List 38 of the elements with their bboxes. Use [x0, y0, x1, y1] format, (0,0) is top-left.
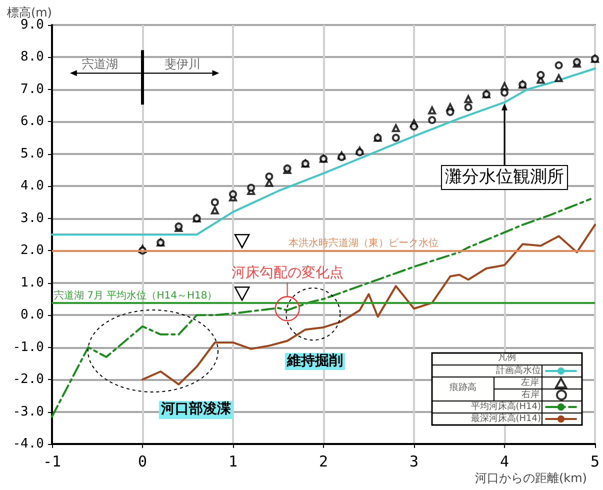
- y-tick-label: 3.0: [20, 210, 44, 226]
- x-tick-label: 4: [500, 452, 510, 470]
- y-tick-label: 8.0: [20, 50, 44, 65]
- x-tick-label: 2: [318, 452, 328, 470]
- annotation: 痕跡高: [450, 383, 476, 394]
- annotation: 維持掘削: [285, 352, 346, 370]
- y-tick-label: 5.0: [20, 146, 44, 162]
- y-tick-label: -3.0: [12, 404, 44, 420]
- y-tick-label: -4.0: [12, 436, 44, 452]
- y-tick-label: 6.0: [20, 114, 44, 130]
- x-tick-label: 0: [138, 452, 148, 470]
- legend-label: 左岸: [521, 377, 539, 388]
- annotation: 灘分水位観測所: [441, 165, 568, 190]
- legend-label: 最深河床高(H14): [470, 413, 541, 424]
- x-tick-label: 5: [590, 452, 600, 470]
- x-axis-title: 河口からの距離(km): [474, 471, 587, 485]
- y-tick-label: 4.0: [20, 178, 44, 194]
- legend-title: 凡例: [498, 353, 516, 364]
- annotation: 宍道湖: [82, 56, 118, 71]
- ref-line-label: 本洪水時宍道湖（東）ピーク水位: [288, 237, 438, 250]
- y-axis-title: 標高(m): [6, 6, 52, 20]
- annotation: 河床勾配の変化点: [230, 265, 344, 282]
- y-tick-label: 9.0: [20, 18, 44, 32]
- legend-label: 平均河床高(H14): [470, 401, 541, 412]
- y-tick-label: 2.0: [20, 243, 44, 258]
- x-tick-label: 1: [228, 452, 238, 470]
- y-tick-label: -1.0: [12, 340, 44, 355]
- legend-label: 計画高水位: [496, 365, 541, 376]
- y-tick-label: 1.0: [20, 275, 44, 290]
- legend-label: 右岸: [522, 389, 540, 400]
- y-tick-label: 0.0: [20, 308, 44, 323]
- ref-line-label: 宍道湖 7月 平均水位（H14～H18）: [54, 290, 218, 302]
- annotation: 河口部浚渫: [158, 401, 233, 419]
- y-tick-label: 7.0: [20, 82, 44, 97]
- x-tick-label: -1: [42, 452, 62, 470]
- x-tick-label: 3: [409, 452, 419, 470]
- annotation: 斐伊川: [164, 56, 200, 71]
- y-tick-label: -2.0: [12, 372, 44, 388]
